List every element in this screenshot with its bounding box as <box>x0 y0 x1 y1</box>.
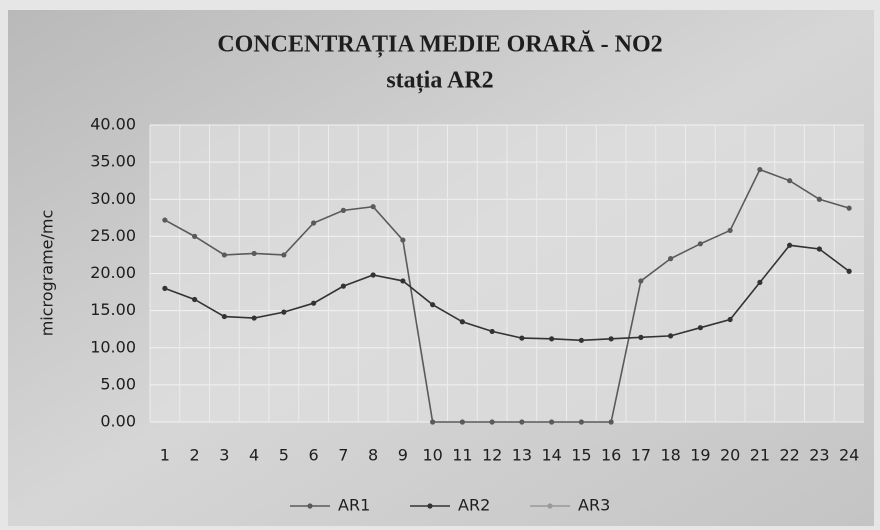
x-tick-label: 2 <box>190 446 200 465</box>
data-point <box>727 316 733 323</box>
legend-marker <box>427 503 433 509</box>
x-tick-label: 12 <box>482 446 502 465</box>
x-tick-label: 23 <box>809 446 829 465</box>
x-tick-label: 1 <box>160 446 170 465</box>
data-point <box>192 233 198 239</box>
legend-label: AR2 <box>458 496 490 515</box>
data-point <box>221 313 227 320</box>
chart-title: CONCENTRAȚIA MEDIE ORARĂ - NO2 <box>217 31 662 59</box>
series-line <box>164 244 850 342</box>
data-point <box>281 252 287 258</box>
legend-label: AR3 <box>578 496 610 515</box>
data-point <box>638 278 644 284</box>
data-point <box>192 296 198 303</box>
data-point <box>459 319 465 325</box>
y-tick-label: 15.00 <box>90 300 136 319</box>
y-tick-label: 30.00 <box>90 189 136 208</box>
data-point <box>162 217 168 223</box>
data-point <box>281 309 287 315</box>
data-point <box>489 328 495 335</box>
data-point <box>400 278 406 284</box>
data-point <box>846 205 852 211</box>
data-point <box>251 315 257 321</box>
data-point <box>340 207 346 213</box>
data-point <box>370 204 376 210</box>
data-point <box>519 335 525 341</box>
data-point <box>638 334 644 340</box>
data-point <box>162 285 168 291</box>
data-point <box>311 220 317 226</box>
x-tick-label: 5 <box>279 446 289 465</box>
data-point <box>400 237 406 243</box>
data-point <box>816 246 822 252</box>
data-point <box>489 419 495 425</box>
x-tick-label: 13 <box>512 446 532 465</box>
x-tick-label: 21 <box>750 446 770 465</box>
y-tick-label: 10.00 <box>90 337 136 356</box>
data-point <box>578 419 584 425</box>
data-point <box>340 283 346 289</box>
data-point <box>549 336 555 342</box>
x-tick-label: 6 <box>309 446 319 465</box>
x-tick-label: 22 <box>779 446 799 465</box>
y-tick-label: 0.00 <box>100 412 136 431</box>
y-tick-label: 5.00 <box>100 374 136 393</box>
x-tick-label: 8 <box>368 446 378 465</box>
data-point <box>430 302 436 308</box>
data-point <box>697 325 703 331</box>
x-tick-label: 20 <box>720 446 740 465</box>
data-point <box>787 242 793 248</box>
x-tick-label: 16 <box>601 446 621 465</box>
data-point <box>727 227 733 234</box>
x-tick-label: 3 <box>219 446 229 465</box>
x-tick-label: 17 <box>631 446 651 465</box>
data-point <box>668 333 674 339</box>
series-line <box>164 168 850 423</box>
x-tick-label: 9 <box>398 446 408 465</box>
x-tick-label: 15 <box>571 446 591 465</box>
data-point <box>668 256 674 262</box>
x-tick-label: 11 <box>452 446 472 465</box>
legend-marker <box>307 503 313 509</box>
data-point <box>370 272 376 278</box>
x-tick-label: 24 <box>839 446 859 465</box>
data-point <box>251 250 257 257</box>
x-tick-label: 4 <box>249 446 259 465</box>
chart-subtitle: stația AR2 <box>386 68 493 94</box>
data-point <box>787 178 793 184</box>
y-tick-label: 20.00 <box>90 263 136 282</box>
data-point <box>311 300 317 306</box>
data-point <box>221 252 227 258</box>
legend-marker <box>547 503 553 509</box>
x-tick-label: 18 <box>660 446 680 465</box>
data-point <box>519 419 525 425</box>
data-point <box>459 419 465 425</box>
y-axis-label: micrograme/mc <box>38 210 57 337</box>
data-point <box>578 337 584 343</box>
data-point <box>757 279 763 286</box>
x-tick-label: 19 <box>690 446 710 465</box>
data-point <box>757 166 763 173</box>
y-tick-label: 35.00 <box>90 152 136 171</box>
legend-label: AR1 <box>338 496 370 515</box>
data-point <box>608 336 614 342</box>
x-tick-label: 7 <box>338 446 348 465</box>
x-tick-label: 10 <box>422 446 442 465</box>
data-point <box>816 196 822 202</box>
data-point <box>430 419 436 425</box>
y-tick-label: 25.00 <box>90 226 136 245</box>
x-tick-label: 14 <box>541 446 561 465</box>
y-tick-label: 40.00 <box>90 115 136 134</box>
data-point <box>608 419 614 425</box>
data-point <box>697 241 703 247</box>
data-point <box>846 268 852 274</box>
data-point <box>549 419 555 425</box>
